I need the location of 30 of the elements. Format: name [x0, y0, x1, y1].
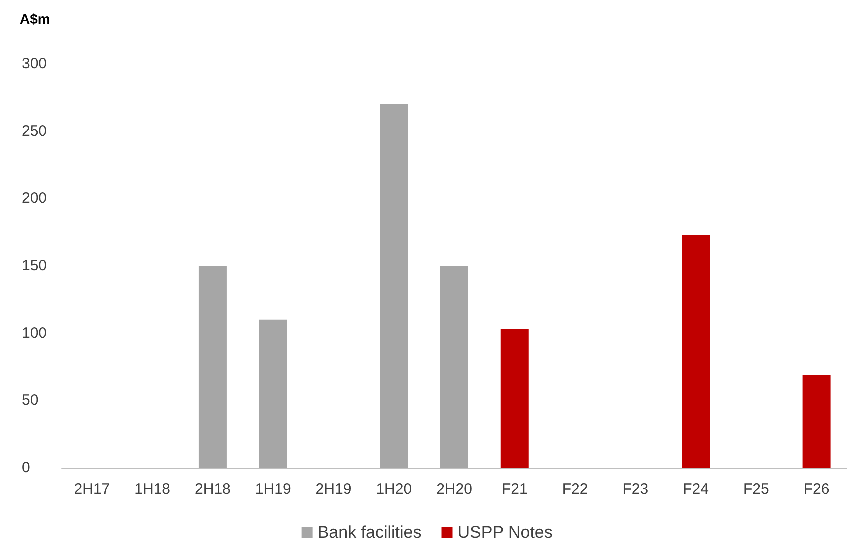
y-tick-label: 150	[22, 258, 48, 274]
y-tick-label: 0	[22, 460, 30, 476]
x-tick-label: 2H18	[195, 481, 231, 498]
x-tick-label: 1H18	[134, 481, 171, 498]
x-tick-label: 2H20	[436, 481, 472, 498]
x-tick-label: 1H19	[255, 481, 292, 498]
x-tick-label: F21	[502, 481, 528, 498]
y-tick-label: 250	[22, 122, 48, 140]
bar	[440, 266, 468, 468]
x-tick-label: F26	[804, 481, 830, 498]
bar	[500, 329, 529, 468]
y-tick-label: 100	[22, 324, 48, 342]
x-tick-label: F24	[683, 481, 709, 498]
y-tick-label: 50	[22, 392, 39, 410]
x-tick-label: F25	[743, 481, 770, 498]
bar	[259, 320, 288, 468]
y-tick-label: 300	[22, 56, 48, 72]
y-tick-label: 200	[22, 190, 48, 208]
bar	[682, 235, 710, 468]
x-tick-label: 2H19	[316, 481, 352, 498]
bar	[380, 104, 408, 468]
y-axis-title: A$m	[20, 11, 50, 27]
x-tick-label: 1H20	[376, 481, 412, 498]
bar	[198, 266, 227, 468]
x-tick-label: F23	[622, 481, 649, 498]
x-tick-label: 2H17	[74, 481, 110, 498]
legend-label: USPP Notes	[458, 523, 553, 542]
bar	[802, 375, 831, 468]
x-tick-label: F22	[562, 481, 588, 498]
legend-label: Bank facilities	[318, 523, 422, 542]
